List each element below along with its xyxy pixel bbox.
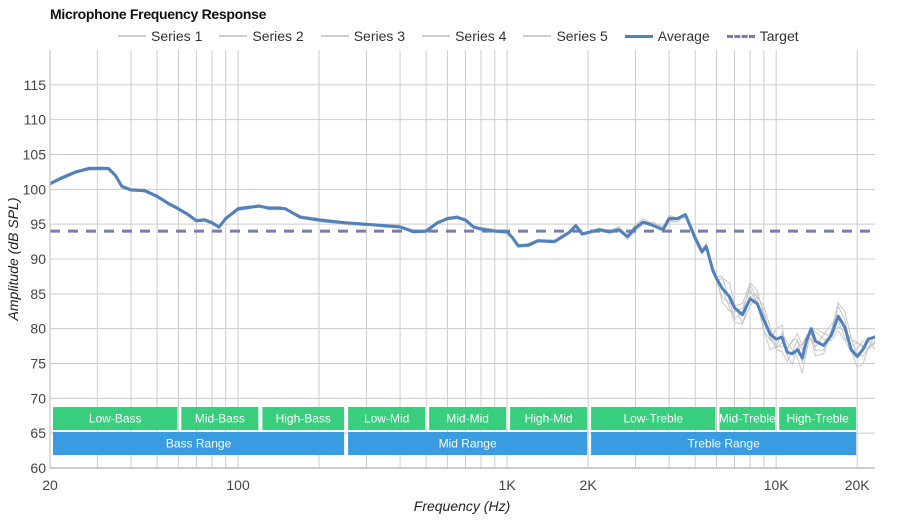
legend-label: Target [759, 28, 799, 44]
frequency-band-label: Mid-Mid [446, 412, 489, 426]
y-tick-label: 70 [30, 390, 46, 406]
y-tick-label: 80 [30, 321, 46, 337]
frequency-band-label: Low-Bass [89, 412, 142, 426]
range-band-label: Bass Range [166, 437, 232, 451]
frequency-band-label: Mid-Bass [195, 412, 245, 426]
frequency-band [429, 407, 507, 430]
y-tick-label: 100 [23, 181, 47, 197]
chart-title: Microphone Frequency Response [50, 6, 267, 22]
legend-item-average[interactable]: Average [624, 28, 710, 44]
y-tick-label: 115 [24, 77, 47, 93]
y-tick-label: 90 [30, 251, 46, 267]
frequency-band-label: Low-Mid [364, 412, 409, 426]
range-band-label: Treble Range [687, 437, 760, 451]
y-tick-label: 65 [30, 425, 46, 441]
range-band-label: Mid Range [439, 437, 497, 451]
legend-item-series-1[interactable]: Series 1 [118, 28, 202, 44]
series-5-line [49, 166, 876, 366]
legend-item-target[interactable]: Target [726, 28, 799, 44]
legend-label: Average [657, 28, 710, 44]
legend-label: Series 3 [353, 28, 406, 44]
range-band [53, 432, 345, 455]
y-tick-label: 60 [30, 460, 46, 476]
y-axis-label: Amplitude (dB SPL) [5, 198, 21, 322]
x-tick-label: 100 [226, 477, 250, 493]
average-line [49, 166, 876, 360]
frequency-band-label: Low-Treble [623, 412, 683, 426]
x-tick-label: 2K [580, 477, 598, 493]
legend-item-series-4[interactable]: Series 4 [422, 28, 506, 44]
frequency-band [348, 407, 426, 430]
legend-swatch [624, 34, 653, 38]
frequency-band [262, 407, 345, 430]
frequency-band-label: High-Mid [525, 412, 573, 426]
legend-swatch [320, 35, 349, 37]
frequency-band [719, 407, 776, 430]
legend-item-series-3[interactable]: Series 3 [320, 28, 406, 44]
legend-label: Series 2 [252, 28, 304, 44]
frequency-band [181, 407, 259, 430]
series-3-line [49, 168, 876, 357]
legend-label: Series 5 [556, 28, 608, 44]
legend-swatch [118, 35, 146, 37]
y-tick-label: 105 [23, 147, 47, 163]
y-tick-label: 85 [30, 286, 46, 302]
legend-swatch [726, 34, 755, 38]
x-axis-label: Frequency (Hz) [414, 498, 510, 514]
y-tick-label: 75 [30, 356, 46, 372]
range-band [591, 432, 857, 455]
x-tick-label: 1K [499, 477, 517, 493]
y-tick-label: 110 [24, 112, 47, 128]
legend-label: Series 4 [455, 28, 507, 44]
legend-label: Series 1 [151, 28, 203, 44]
legend-swatch [422, 35, 451, 37]
legend-swatch [219, 35, 248, 37]
y-tick-label: 95 [30, 216, 46, 232]
frequency-band-label: Mid-Treble [719, 412, 776, 426]
legend-item-series-5[interactable]: Series 5 [523, 28, 608, 44]
series-2-line [49, 168, 876, 374]
legend-item-series-2[interactable]: Series 2 [219, 28, 304, 44]
frequency-band-label: High-Bass [276, 412, 331, 426]
series-1-line [49, 166, 876, 365]
x-tick-label: 20K [845, 477, 871, 493]
legend-swatch [523, 35, 552, 37]
x-tick-label: 10K [764, 477, 790, 493]
legend: Series 1 Series 2 Series 3 Series 4 Seri… [118, 27, 816, 45]
frequency-band [53, 407, 178, 430]
frequency-band [591, 407, 716, 430]
series-4-line [49, 167, 876, 369]
frequency-band [510, 407, 588, 430]
frequency-band [779, 407, 857, 430]
x-tick-label: 20 [42, 477, 58, 493]
range-band [348, 432, 588, 455]
frequency-band-label: High-Treble [787, 412, 850, 426]
